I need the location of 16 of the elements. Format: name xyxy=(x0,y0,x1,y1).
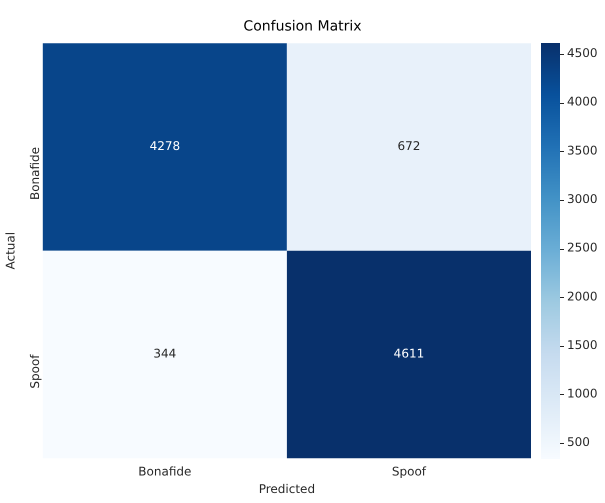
color-bar-label: 3500 xyxy=(567,143,598,158)
data-label: 672 xyxy=(397,139,420,154)
data-label: 4611 xyxy=(394,346,424,361)
color-bar-label: 2000 xyxy=(567,289,598,304)
x-axis-title: Predicted xyxy=(258,482,316,496)
data-label: 344 xyxy=(153,346,176,361)
y-axis-title: Actual xyxy=(3,232,18,270)
color-bar-label: 2500 xyxy=(567,240,598,255)
color-bar-label: 1000 xyxy=(567,386,598,401)
data-label: 4278 xyxy=(150,139,180,154)
chart-title: Confusion Matrix xyxy=(243,18,362,34)
color-bar-label: 1500 xyxy=(567,338,598,352)
color-bar-label: 3000 xyxy=(567,192,598,206)
color-bar-label: 4500 xyxy=(567,46,598,60)
color-bar-label: 4000 xyxy=(567,94,598,109)
color-bar-label: 500 xyxy=(567,435,590,450)
